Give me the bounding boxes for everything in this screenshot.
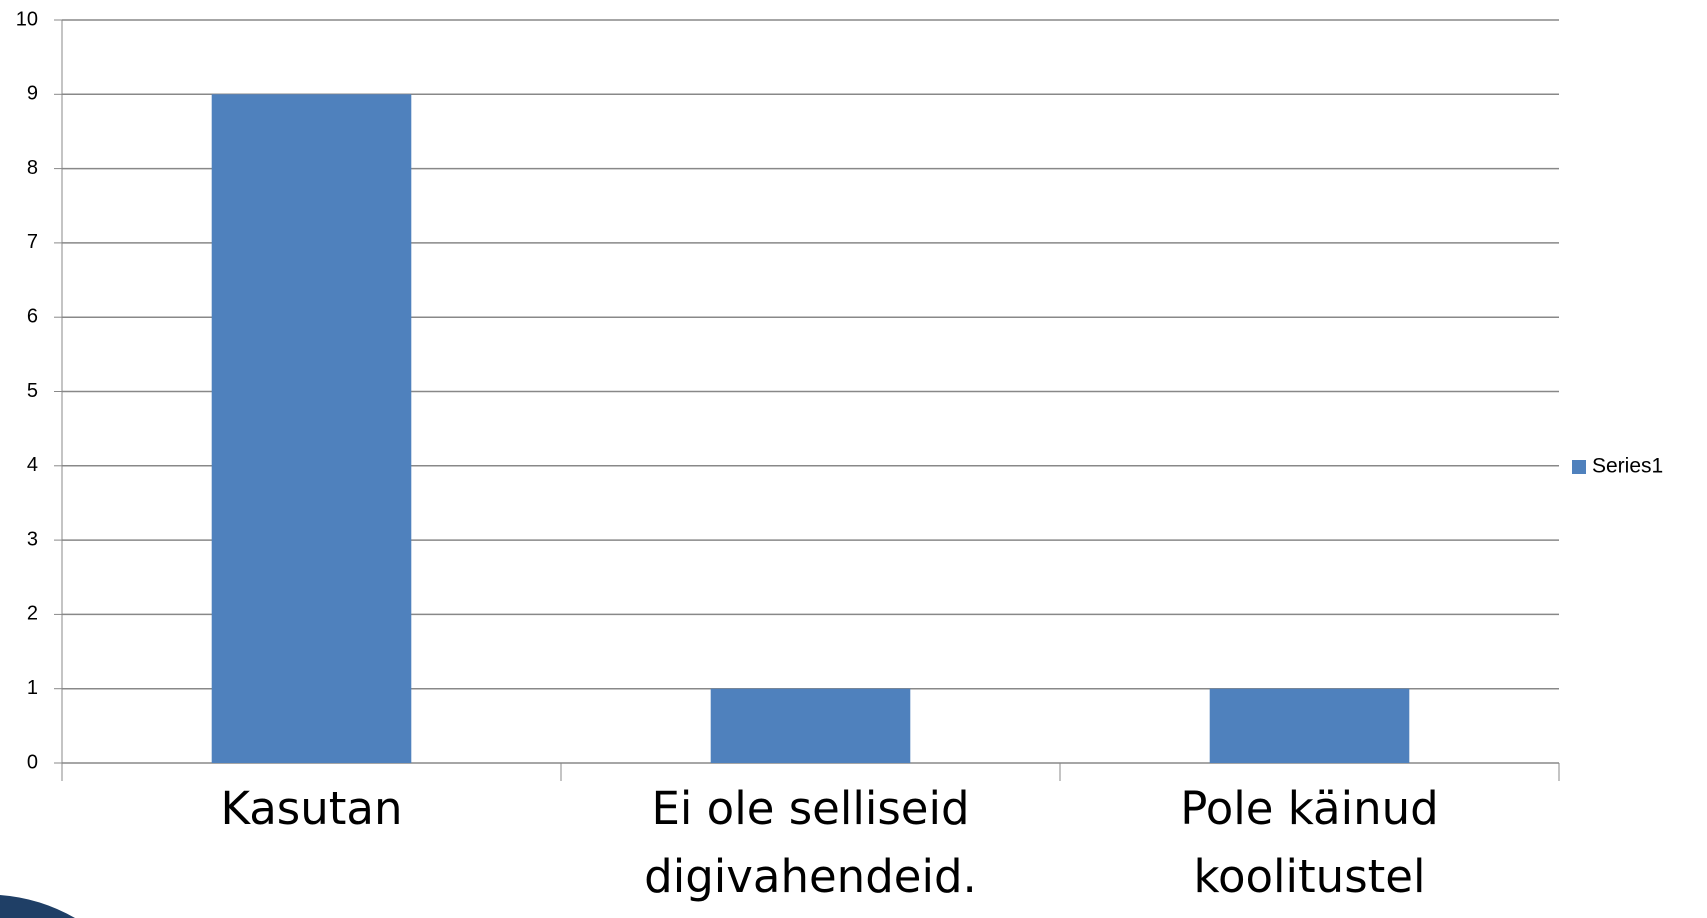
y-tick-label: 4 [27, 454, 38, 476]
y-tick-label: 3 [27, 528, 38, 550]
y-tick-label: 5 [27, 380, 38, 402]
y-tick-label: 9 [27, 83, 38, 105]
legend-label: Series1 [1592, 455, 1663, 478]
legend-swatch [1572, 460, 1586, 474]
bar [211, 94, 412, 764]
decoration [0, 895, 75, 918]
bar [710, 688, 911, 763]
y-tick-label: 1 [27, 677, 38, 699]
x-tick-label: Ei ole selliseid digivahendeid. [644, 782, 977, 903]
bar [1209, 688, 1410, 763]
y-tick-label: 0 [27, 751, 38, 773]
y-tick-label: 10 [16, 8, 38, 30]
y-tick-label: 8 [27, 157, 38, 179]
y-tick-label: 6 [27, 305, 38, 327]
y-tick-label: 2 [27, 603, 38, 625]
y-tick-label: 7 [27, 231, 38, 253]
x-tick-label: Pole käinud koolitustel [1180, 782, 1439, 903]
x-tick-label: Kasutan [220, 782, 403, 835]
